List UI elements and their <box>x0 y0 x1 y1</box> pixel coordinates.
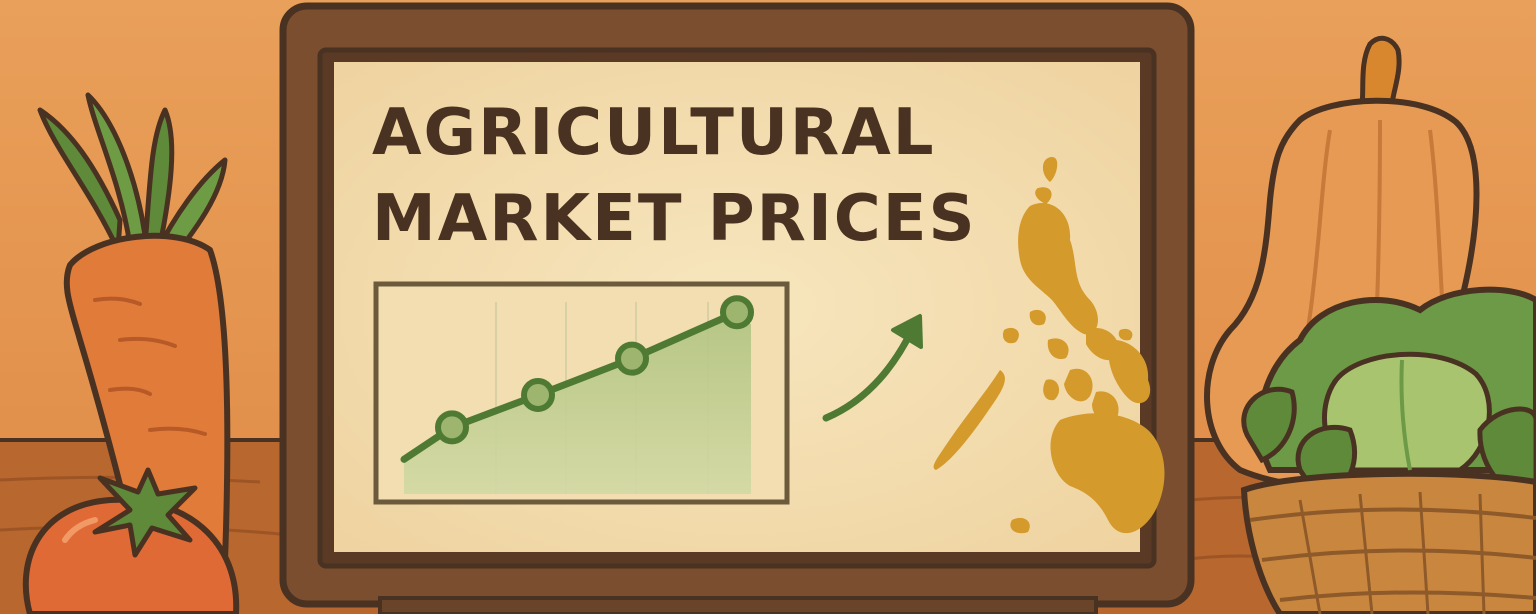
chart-point-1 <box>435 410 469 445</box>
chart-area-fill <box>404 312 751 494</box>
chart-point-4 <box>720 295 754 330</box>
chart-point-3 <box>615 341 649 376</box>
chart-point-2 <box>521 378 555 413</box>
banner-title-line2: MARKET PRICES <box>372 182 977 256</box>
arrow-up-right-icon <box>822 314 923 422</box>
banner-title-line1: AGRICULTURAL <box>372 96 936 170</box>
tomato-illustration <box>22 467 240 614</box>
price-line-chart <box>373 281 790 505</box>
lettuce-basket-illustration <box>1240 286 1536 614</box>
philippines-map-icon <box>933 157 1165 534</box>
